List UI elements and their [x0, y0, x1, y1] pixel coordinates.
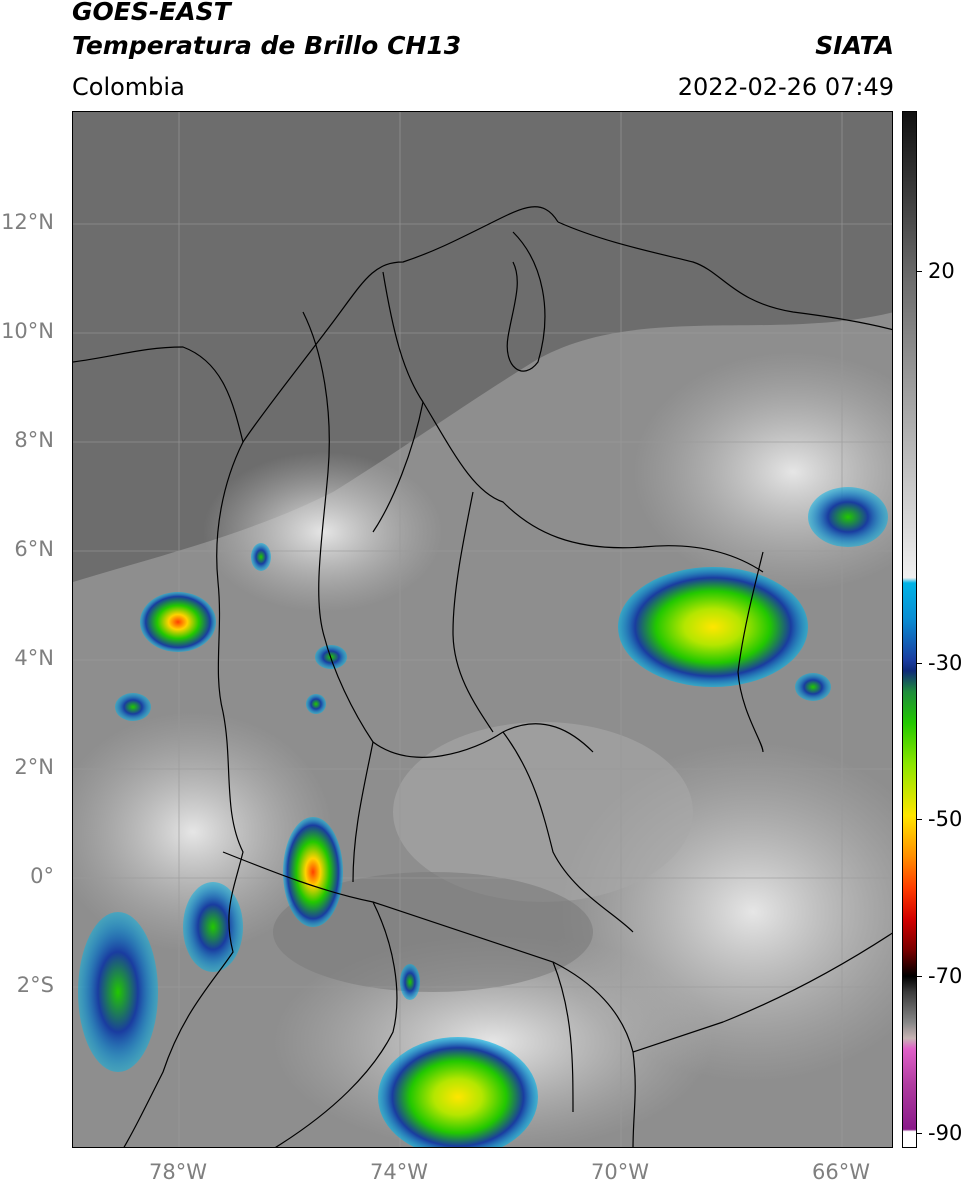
lon-label-74w: 74°W	[370, 1160, 428, 1184]
product-title: Temperatura de Brillo CH13	[72, 31, 462, 60]
lat-label-8n: 8°N	[14, 428, 54, 452]
lat-label-0: 0°	[30, 864, 54, 888]
lat-label-4n: 4°N	[14, 646, 54, 670]
lat-label-2n: 2°N	[14, 755, 54, 779]
lat-label-6n: 6°N	[14, 537, 54, 561]
lon-label-70w: 70°W	[591, 1160, 649, 1184]
colorbar-label-20: 20	[928, 259, 955, 283]
lat-label-10n: 10°N	[1, 319, 54, 343]
region-label: Colombia	[72, 73, 185, 101]
colorbar	[902, 111, 917, 1148]
datetime-label: 2022-02-26 07:49	[677, 73, 894, 101]
lon-label-78w: 78°W	[149, 1160, 207, 1184]
satellite-map[interactable]	[72, 111, 893, 1148]
lat-label-2s: 2°S	[16, 973, 54, 997]
map-canvas	[73, 112, 892, 1147]
lon-label-66w: 66°W	[812, 1160, 870, 1184]
lat-label-12n: 12°N	[1, 210, 54, 234]
colorbar-label-minus70: -70	[928, 964, 963, 988]
satellite-title: GOES-EAST	[72, 0, 231, 26]
colorbar-label-minus90: -90	[928, 1121, 963, 1145]
colorbar-label-minus50: -50	[928, 807, 963, 831]
source-label: SIATA	[815, 31, 894, 60]
colorbar-label-minus30: -30	[928, 651, 963, 675]
